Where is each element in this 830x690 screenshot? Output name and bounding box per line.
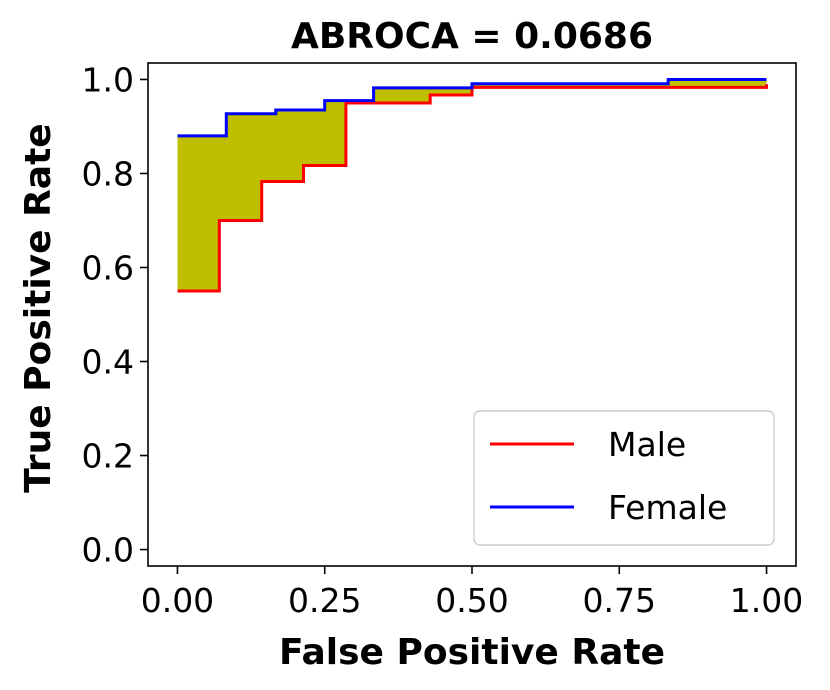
abroca-area [177,79,767,291]
y-tick-label: 0.8 [82,154,134,193]
x-axis-ticks: 0.00 0.25 0.50 0.75 1.00 [141,566,803,620]
legend: Male Female [473,410,775,546]
x-tick-label: 0.00 [141,581,214,620]
abroca-fill-region [177,79,767,291]
x-tick-label: 0.50 [435,581,508,620]
y-axis-ticks: 0.0 0.2 0.4 0.6 0.8 1.0 [82,60,148,570]
series-line-female [177,78,767,138]
y-tick-label: 0.0 [82,531,134,570]
series-line-male [177,84,768,293]
y-tick-label: 1.0 [82,60,134,99]
x-tick-label: 0.25 [288,581,361,620]
legend-label-female: Female [608,488,727,527]
y-tick-label: 0.2 [82,437,134,476]
y-axis-label: True Positive Rate [18,123,59,492]
chart-title: ABROCA = 0.0686 [291,16,653,57]
x-tick-label: 0.75 [583,581,656,620]
x-axis-label: False Positive Rate [279,632,665,673]
legend-label-male: Male [608,425,686,464]
y-tick-label: 0.4 [82,343,134,382]
series-lines [177,78,768,293]
y-tick-label: 0.6 [82,248,134,287]
x-tick-label: 1.00 [730,581,803,620]
